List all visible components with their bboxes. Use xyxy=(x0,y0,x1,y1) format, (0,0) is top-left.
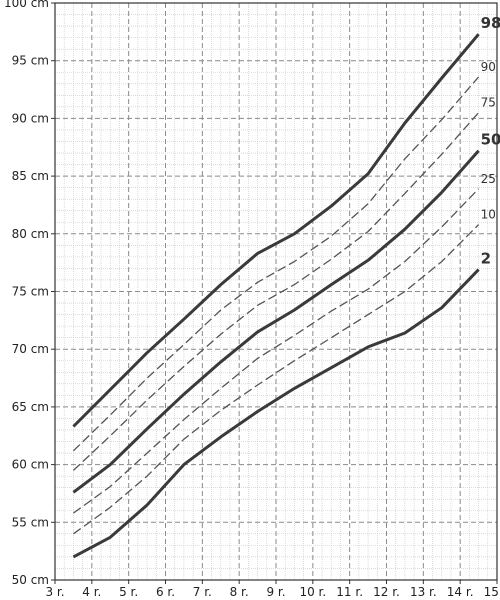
y-tick-label: 75 cm xyxy=(12,285,49,299)
y-tick-label: 100 cm xyxy=(4,0,49,10)
y-axis-labels: 50 cm 55 cm 60 cm 65 cm 70 cm 75 cm 80 cm 85 cm… xyxy=(4,0,49,587)
x-tick-label: 9 r. xyxy=(266,585,285,599)
plot-frame xyxy=(51,2,498,584)
y-tick-label: 60 cm xyxy=(12,458,49,472)
x-tick-label: 7 r. xyxy=(193,585,212,599)
x-tick-label: 4 r. xyxy=(82,585,101,599)
percentile-90-label: 90 xyxy=(481,60,496,74)
x-tick-label: 5 r. xyxy=(119,585,138,599)
percentile-98-label: 98 xyxy=(481,14,500,32)
percentile-98-line xyxy=(72,33,480,428)
percentile-labels: 98 90 75 50 25 10 2 xyxy=(481,14,500,267)
x-tick-label: 14 r. xyxy=(447,585,474,599)
y-tick-label: 95 cm xyxy=(12,54,49,68)
percentile-50-label: 50 xyxy=(481,131,500,149)
percentile-75-label: 75 xyxy=(481,96,496,110)
x-tick-label: 10 r. xyxy=(299,585,326,599)
x-tick-label: 15 r. xyxy=(484,585,500,599)
x-tick-label: 6 r. xyxy=(156,585,175,599)
percentile-curves xyxy=(72,33,480,559)
x-tick-label: 8 r. xyxy=(230,585,249,599)
x-tick-label: 11 r. xyxy=(336,585,363,599)
percentile-2-line xyxy=(72,268,480,559)
y-tick-label: 85 cm xyxy=(12,169,49,183)
x-tick-label: 3 r. xyxy=(45,585,64,599)
y-tick-label: 55 cm xyxy=(12,515,49,529)
x-tick-label: 13 r. xyxy=(410,585,437,599)
percentile-10-line xyxy=(73,224,480,535)
y-tick-label: 90 cm xyxy=(12,111,49,125)
y-tick-label: 80 cm xyxy=(12,227,49,241)
percentile-90-line xyxy=(72,76,480,452)
x-tick-label: 12 r. xyxy=(373,585,400,599)
percentile-50-line xyxy=(72,149,480,494)
percentile-25-label: 25 xyxy=(481,172,496,186)
percentile-25-line xyxy=(73,188,480,514)
percentile-75-line xyxy=(72,112,480,471)
percentile-10-label: 10 xyxy=(481,208,496,222)
y-tick-label: 50 cm xyxy=(12,573,49,587)
y-tick-label: 65 cm xyxy=(12,400,49,414)
x-axis-labels: 3 r. 4 r. 5 r. 6 r. 7 r. 8 r. 9 r. 10 r. 11 r. 12… xyxy=(45,585,500,599)
percentile-2-label: 2 xyxy=(481,250,491,268)
y-tick-label: 70 cm xyxy=(12,342,49,356)
